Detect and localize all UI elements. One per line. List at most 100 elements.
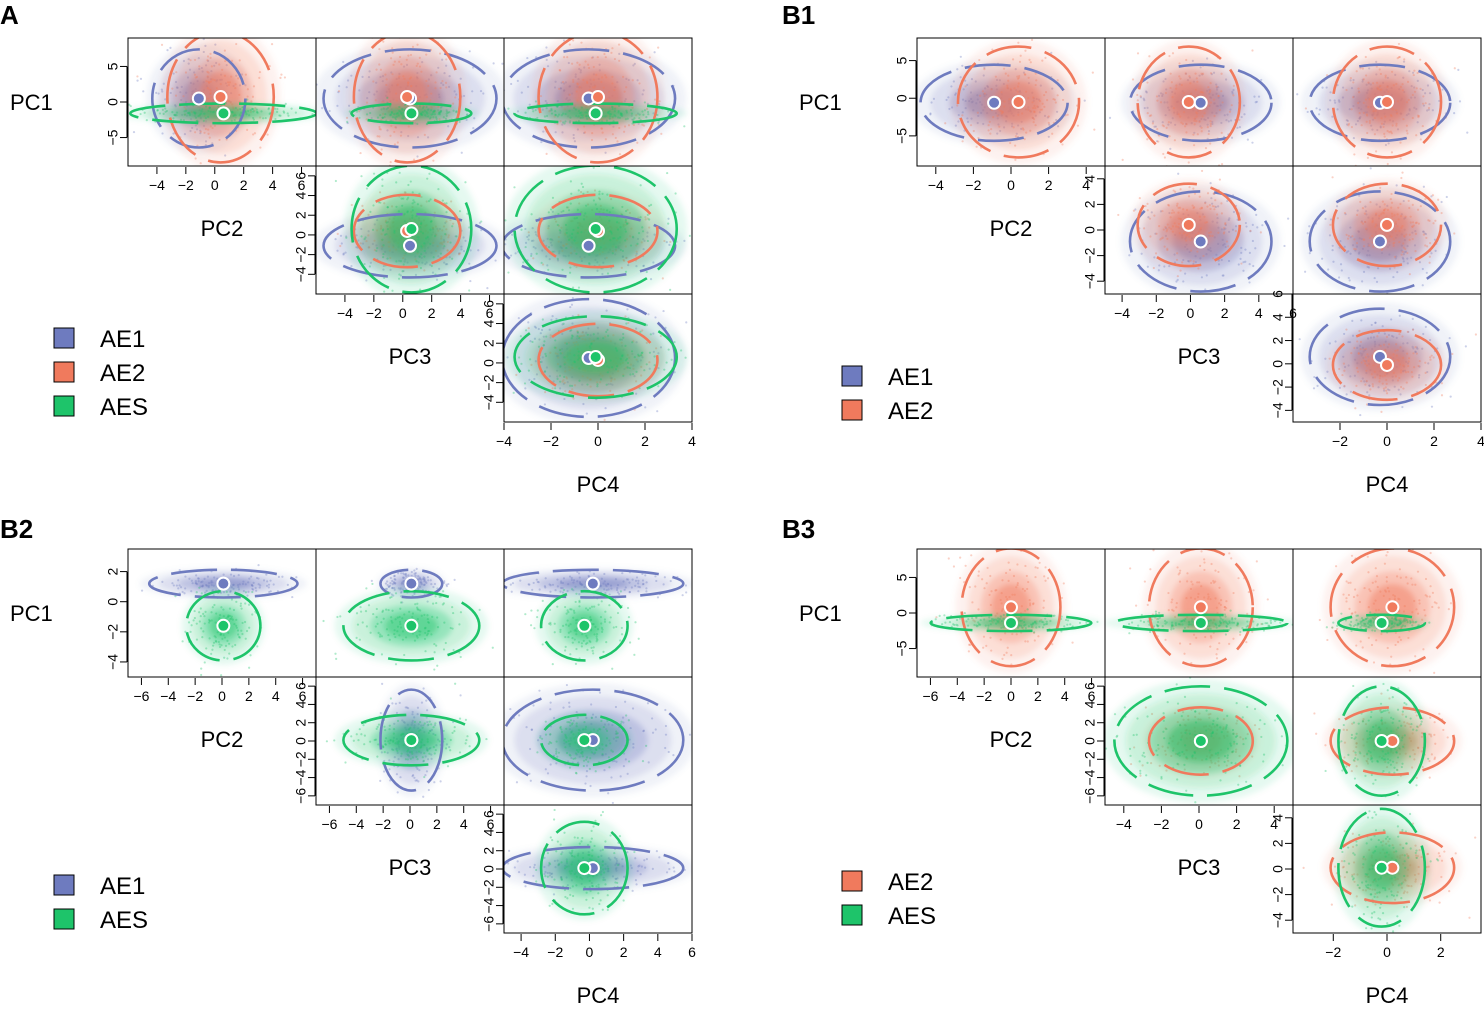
x-tick-label: 2	[245, 688, 253, 704]
x-tick-label: 0	[1007, 177, 1015, 193]
axis-label-pc2: PC2	[990, 727, 1033, 752]
sample-points-aes	[322, 582, 494, 671]
legend-swatch-aes	[841, 904, 863, 926]
centroid-ae2	[1385, 600, 1400, 615]
centroid-ae2	[1193, 600, 1208, 615]
centroid-aes	[216, 618, 231, 633]
contour-aes	[513, 166, 679, 294]
contour-aes	[513, 314, 679, 400]
y-tick-label: −5	[105, 129, 121, 145]
y-tick-label: 4	[481, 319, 497, 327]
x-tick-label: 4	[1061, 688, 1069, 704]
y-tick-label: 5	[894, 56, 910, 64]
panel-label: B3	[782, 514, 815, 544]
centroid-aes	[588, 350, 603, 365]
axis-label-pc1: PC1	[799, 90, 842, 115]
y-tick-label: −2	[293, 751, 309, 767]
y-tick-label: 0	[1270, 865, 1286, 873]
x-tick-label: −4	[337, 305, 353, 321]
axis-label-pc4: PC4	[577, 472, 620, 497]
legend-label-ae2: AE2	[888, 869, 933, 896]
contour-ae1	[1308, 63, 1452, 143]
centroid-ae2	[213, 90, 228, 105]
axis-label-pc4: PC4	[1366, 472, 1409, 497]
contour-ae2	[1329, 706, 1456, 776]
legend: AE1 AE2 AES	[53, 326, 148, 421]
y-tick-label: −2	[105, 624, 121, 640]
scatter-cell-pc1-pc4	[1292, 548, 1482, 678]
scatter-cell-pc1-pc2: −5 0 5 −6 −4 −2 0 2 4 6	[894, 548, 1106, 704]
x-tick-label: 0	[399, 305, 407, 321]
contour-aes	[539, 713, 629, 767]
centroid-ae1	[404, 576, 419, 591]
centroid-ae2	[400, 90, 415, 105]
y-tick-label: 4	[293, 700, 309, 708]
centroid-aes	[404, 618, 419, 633]
contour-ae2	[1136, 45, 1242, 159]
y-tick-label: 0	[105, 98, 121, 106]
y-tick-label: 0	[1082, 737, 1098, 745]
y-tick-label: −6	[1082, 788, 1098, 804]
x-tick-label: 0	[1383, 944, 1391, 960]
y-tick-label: −4	[481, 394, 497, 410]
contour-ae2	[537, 322, 659, 398]
centroid-aes	[1193, 615, 1208, 630]
contour-ae2	[1331, 182, 1443, 268]
centroid-aes	[404, 733, 419, 748]
y-tick-label: −2	[481, 374, 497, 390]
contour-ae2	[1329, 831, 1456, 905]
contour-ae2	[537, 38, 659, 164]
panel-label: B1	[782, 0, 815, 30]
contour-ae1	[919, 63, 1069, 143]
centroid-ae2	[591, 90, 605, 105]
x-tick-label: −2	[976, 688, 992, 704]
y-tick-label: 0	[1270, 360, 1286, 368]
axis-label-pc2: PC2	[990, 216, 1033, 241]
x-tick-label: 0	[594, 433, 602, 449]
x-tick-label: 2	[641, 433, 649, 449]
centroid-ae2	[1380, 95, 1394, 109]
scatter-cell-pc1-pc4	[1292, 37, 1482, 167]
x-tick-label: 4	[269, 177, 277, 193]
centroid-ae1	[403, 238, 417, 253]
y-tick-label: 2	[293, 719, 309, 727]
panel-label: A	[0, 0, 19, 30]
contour-ae1	[1308, 190, 1452, 293]
x-tick-label: −2	[965, 177, 981, 193]
x-tick-label: 4	[1270, 816, 1278, 832]
contour-ae1	[379, 568, 444, 599]
y-tick-label: −4	[105, 654, 121, 670]
legend: AE2 AES	[841, 869, 936, 930]
centroid-ae1	[1193, 95, 1208, 110]
y-tick-label: 0	[894, 609, 910, 617]
y-tick-label: −6	[293, 788, 309, 804]
y-tick-label: 4	[1270, 814, 1286, 822]
y-tick-label: −4	[293, 769, 309, 785]
legend: AE1 AES	[53, 873, 148, 934]
x-tick-label: −4	[496, 433, 512, 449]
x-tick-label: −6	[922, 688, 938, 704]
scatter-cell-pc1-pc2: −5 0 5 −4 −2 0 2 4	[894, 37, 1106, 193]
contour-ae1	[1128, 190, 1273, 293]
y-tick-label: 0	[1082, 226, 1098, 234]
centroid-ae2	[1181, 217, 1196, 232]
contour-ae2	[1147, 706, 1255, 776]
x-tick-label: 0	[218, 688, 226, 704]
scatter-cell-pc1-pc3	[315, 37, 505, 167]
centroid-ae2	[1380, 217, 1394, 232]
contour-aes	[1337, 685, 1427, 797]
contour-ae1	[504, 688, 685, 792]
x-tick-label: −4	[1114, 305, 1130, 321]
scatter-cell-pc3-pc4: −4 −2 0 2 4 −2 0 2	[1270, 804, 1482, 960]
y-tick-label: −2	[293, 246, 309, 262]
x-tick-label: 4	[1255, 305, 1263, 321]
x-tick-label: −4	[513, 944, 529, 960]
contour-ae2	[166, 38, 276, 164]
x-tick-label: 4	[272, 688, 280, 704]
centroid-ae2	[1181, 95, 1196, 109]
legend-label-aes: AES	[100, 907, 148, 934]
x-tick-label: 6	[298, 177, 306, 193]
y-tick-label: −5	[894, 640, 910, 656]
centroid-aes	[577, 618, 592, 633]
